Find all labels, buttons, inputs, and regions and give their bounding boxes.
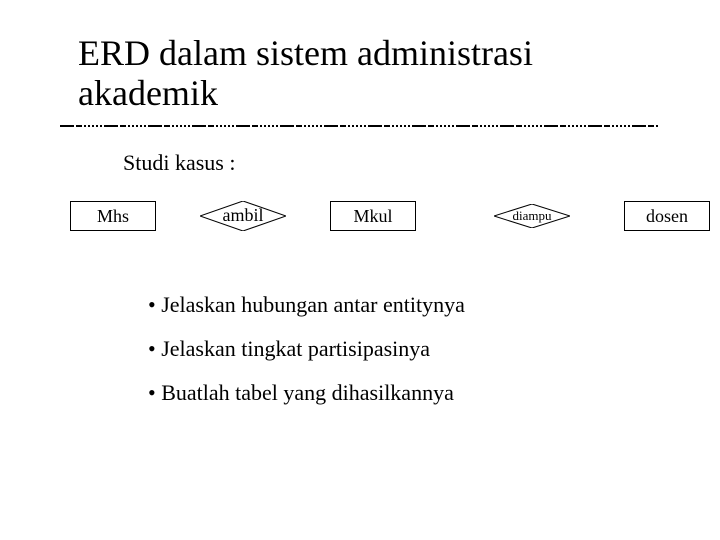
relationship-label: diampu [494, 209, 570, 222]
bullet-item: • Jelaskan tingkat partisipasinya [148, 336, 465, 362]
relationship-diampu: diampu [494, 204, 570, 228]
erd-diagram: Mhs Mkul dosen ambil diampu [0, 0, 720, 300]
bullet-item: • Jelaskan hubungan antar entitynya [148, 292, 465, 318]
entity-dosen: dosen [624, 201, 710, 231]
bullet-item: • Buatlah tabel yang dihasilkannya [148, 380, 465, 406]
entity-mkul: Mkul [330, 201, 416, 231]
relationship-label: ambil [200, 206, 286, 224]
relationship-ambil: ambil [200, 201, 286, 231]
bullet-list: • Jelaskan hubungan antar entitynya • Jel… [108, 292, 465, 424]
slide: ERD dalam sistem administrasi akademik S… [0, 0, 720, 540]
entity-mhs: Mhs [70, 201, 156, 231]
